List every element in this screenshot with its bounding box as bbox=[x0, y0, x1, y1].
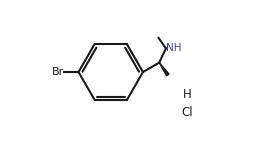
Polygon shape bbox=[159, 63, 169, 76]
Text: Br: Br bbox=[51, 67, 64, 77]
Text: NH: NH bbox=[166, 43, 182, 53]
Text: H: H bbox=[183, 88, 192, 101]
Text: Cl: Cl bbox=[182, 106, 193, 119]
